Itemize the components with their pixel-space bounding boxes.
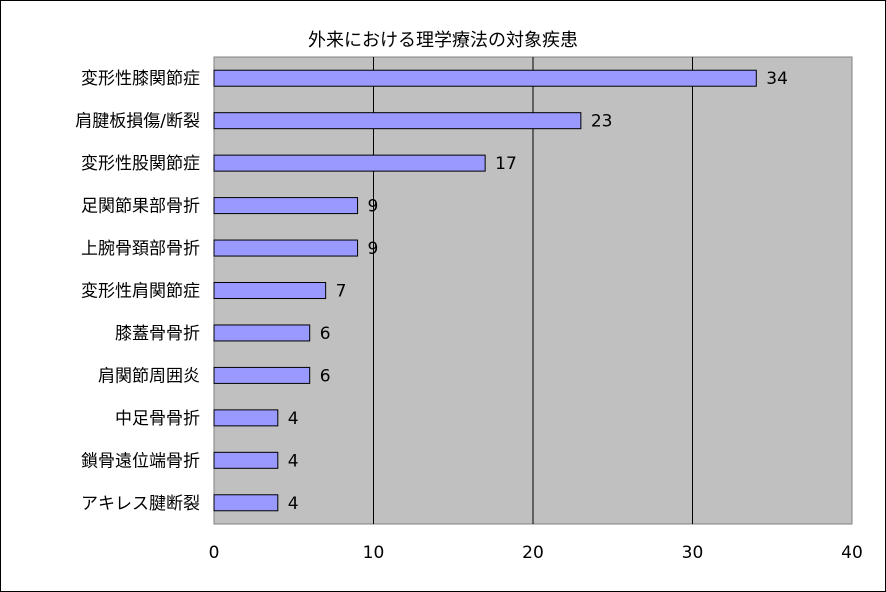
value-labels: 34 23 17 9 9 7 6 6 4 4 4 — [288, 69, 788, 514]
bars — [213, 69, 757, 512]
category-label: 膝蓋骨骨折 — [115, 324, 200, 344]
bar — [213, 494, 279, 512]
category-label: 変形性膝関節症 — [81, 69, 200, 89]
bar — [213, 451, 279, 469]
value-label: 9 — [368, 197, 379, 217]
category-label: アキレス腱断裂 — [81, 494, 200, 514]
x-tick-label: 10 — [363, 543, 385, 563]
bar — [213, 239, 359, 257]
bar — [213, 112, 582, 130]
category-label: 変形性股関節症 — [81, 154, 200, 174]
gridlines — [373, 57, 693, 524]
bar — [213, 69, 757, 87]
value-label: 7 — [336, 282, 347, 302]
category-label: 足関節果部骨折 — [81, 197, 200, 217]
category-label: 鎖骨遠位端骨折 — [81, 451, 200, 471]
value-label: 4 — [288, 451, 299, 471]
bar — [213, 154, 486, 172]
bar — [213, 197, 359, 215]
value-label: 6 — [320, 324, 331, 344]
bar — [213, 324, 311, 342]
x-tick-label: 30 — [682, 543, 704, 563]
value-label: 4 — [288, 494, 299, 514]
x-tick-label: 40 — [841, 543, 863, 563]
bar — [213, 366, 311, 384]
value-label: 9 — [368, 239, 379, 259]
value-label: 6 — [320, 366, 331, 386]
x-tick-label: 20 — [522, 543, 544, 563]
category-label: 肩関節周囲炎 — [98, 366, 200, 386]
category-label: 肩腱板損傷/断裂 — [75, 112, 200, 132]
x-axis-ticks: 0 10 20 30 40 — [209, 543, 863, 563]
x-tick-label: 0 — [209, 543, 220, 563]
value-label: 17 — [495, 154, 517, 174]
bar — [213, 409, 279, 427]
bar — [213, 282, 327, 299]
value-label: 23 — [591, 112, 613, 132]
category-labels: 変形性膝関節症肩腱板損傷/断裂変形性股関節症足関節果部骨折上腕骨頚部骨折変形性肩… — [75, 69, 200, 514]
category-label: 中足骨骨折 — [115, 409, 200, 429]
category-label: 変形性肩関節症 — [81, 282, 200, 302]
chart-title: 外来における理学療法の対象疾患 — [308, 30, 578, 51]
value-label: 4 — [288, 409, 299, 429]
category-label: 上腕骨頚部骨折 — [81, 239, 200, 259]
value-label: 34 — [766, 69, 788, 89]
